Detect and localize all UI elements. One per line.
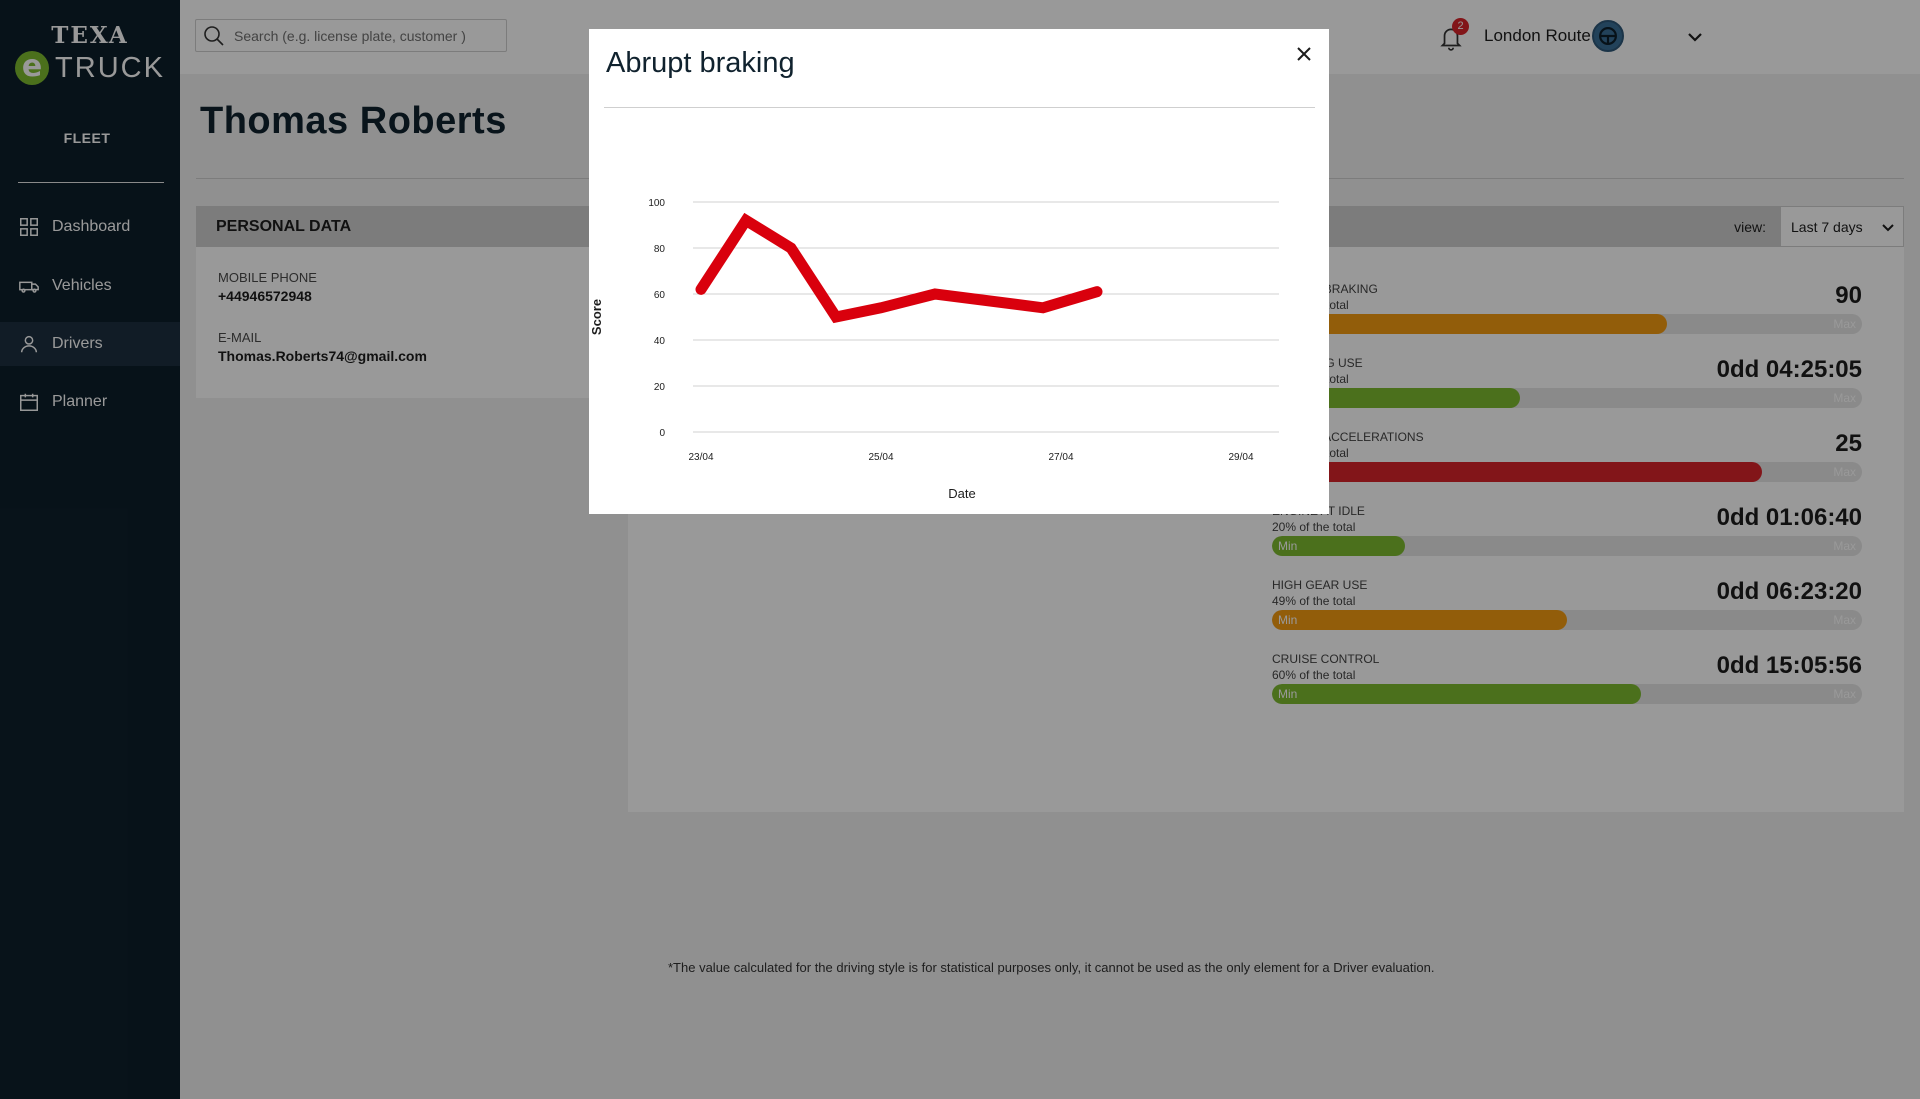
search-input[interactable] (234, 27, 494, 44)
metric-value: 0dd 06:23:20 (1716, 578, 1862, 605)
sidebar-item-drivers[interactable]: Drivers (0, 322, 180, 366)
metric-bar: Min Max (1272, 536, 1862, 556)
chevron-down-icon (1882, 224, 1894, 232)
email-label: E-MAIL (218, 330, 262, 345)
metric-share: 49% of the total (1272, 594, 1356, 608)
modal-title: Abrupt braking (606, 47, 795, 79)
metric-bar-fill (1272, 388, 1520, 408)
disclaimer-note: *The value calculated for the driving st… (668, 960, 1435, 975)
close-icon[interactable] (1292, 42, 1316, 66)
metric-share: 60% of the total (1272, 668, 1356, 682)
sidebar-item-label: Vehicles (52, 277, 112, 294)
metric-label: Cruise control (1272, 652, 1380, 666)
app-logo[interactable]: TEXA e TRUCK (0, 22, 180, 85)
sidebar-item-label: Dashboard (52, 218, 131, 235)
sidebar: TEXA e TRUCK FLEET Dashboard Vehicles Dr… (0, 0, 180, 1099)
truck-icon (19, 281, 39, 293)
page-title: Thomas Roberts (200, 100, 507, 142)
metric-bar-fill (1272, 314, 1668, 334)
metric-min-label: Min (1278, 539, 1298, 553)
personal-data-panel: PERSONAL DATA MOBILE PHONE +44946572948 … (196, 206, 626, 398)
chart-y-tick-label: 80 (654, 244, 666, 255)
metric-max-label: Max (1833, 613, 1856, 627)
chevron-down-icon[interactable] (1686, 28, 1704, 46)
phone-value: +44946572948 (218, 288, 312, 304)
calendar-icon (20, 393, 38, 411)
chart-y-tick-label: 20 (654, 382, 666, 393)
view-label: view: (1734, 219, 1766, 235)
metric-value: 0dd 15:05:56 (1716, 652, 1862, 679)
sidebar-item-label: Planner (52, 393, 108, 410)
chart-y-tick-label: 60 (654, 290, 666, 301)
chart-y-tick-label: 0 (659, 428, 665, 439)
metric-value: 0dd 01:06:40 (1716, 504, 1862, 531)
sidebar-item-vehicles[interactable]: Vehicles (0, 264, 180, 308)
metric-max-label: Max (1833, 539, 1856, 553)
panel-title: PERSONAL DATA (216, 217, 352, 235)
chart-y-axis-label: Score (589, 299, 604, 335)
chart-x-tick-label: 25/04 (868, 452, 893, 463)
sidebar-item-dashboard[interactable]: Dashboard (0, 205, 180, 249)
chart-modal: Abrupt braking 0 20 40 60 80 100 23/04 25/04 27/… (589, 29, 1329, 514)
metric-bar-fill (1272, 462, 1762, 482)
metric-row[interactable]: High gear use 49% of the total 0dd 06:23:2… (1272, 578, 1862, 638)
metric-share: 20% of the total (1272, 520, 1356, 534)
sidebar-divider (18, 182, 164, 183)
metric-value: 90 (1835, 282, 1862, 309)
user-icon (20, 335, 38, 353)
sidebar-item-label: Drivers (52, 335, 103, 352)
metric-bar-fill (1272, 610, 1567, 630)
email-value: Thomas.Roberts74@gmail.com (218, 348, 427, 364)
chart-x-axis-label: Date (948, 486, 975, 501)
search-icon (204, 25, 224, 46)
metric-bar: Min Max (1272, 684, 1862, 704)
notification-badge: 2 (1452, 18, 1469, 35)
metric-min-label: Min (1278, 613, 1298, 627)
section-label: FLEET (63, 130, 111, 146)
dashboard-icon (20, 218, 38, 236)
metric-max-label: Max (1833, 687, 1856, 701)
metric-value: 25 (1835, 430, 1862, 457)
metric-min-label: Min (1278, 687, 1298, 701)
search-box[interactable] (195, 19, 507, 52)
chart-y-tick-label: 40 (654, 336, 666, 347)
metric-label: High gear use (1272, 578, 1368, 592)
sidebar-item-planner[interactable]: Planner (0, 380, 180, 424)
period-select[interactable]: Last 7 days (1780, 206, 1904, 247)
metric-max-label: Max (1833, 391, 1856, 405)
phone-label: MOBILE PHONE (218, 270, 317, 285)
metric-bar: Min Max (1272, 610, 1862, 630)
chart-x-tick-label: 27/04 (1048, 452, 1073, 463)
metric-bar-fill (1272, 684, 1641, 704)
period-select-value: Last 7 days (1791, 218, 1863, 235)
company-name[interactable]: London Route ltd (1484, 26, 1614, 45)
modal-divider (604, 107, 1315, 108)
chart-y-tick-label: 100 (648, 198, 665, 209)
metric-max-label: Max (1833, 317, 1856, 331)
logo-truck-text: TRUCK (55, 51, 165, 84)
metric-bar-fill (1272, 536, 1405, 556)
chart-x-tick-label: 23/04 (688, 452, 713, 463)
metric-row[interactable]: Cruise control 60% of the total 0dd 15:05:… (1272, 652, 1862, 712)
chart-series-line (695, 212, 1103, 324)
chart-x-tick-label: 29/04 (1228, 452, 1253, 463)
logo-texa-text: TEXA (51, 22, 129, 49)
metric-value: 0dd 04:25:05 (1716, 356, 1862, 383)
abrupt-braking-chart: 0 20 40 60 80 100 23/04 25/04 27/04 29/04 Date Scor… (589, 198, 1279, 501)
logo-e-icon: e (15, 51, 50, 85)
panel-header: PERSONAL DATA (196, 206, 626, 247)
metric-max-label: Max (1833, 465, 1856, 479)
steering-wheel-icon[interactable] (1592, 20, 1624, 52)
